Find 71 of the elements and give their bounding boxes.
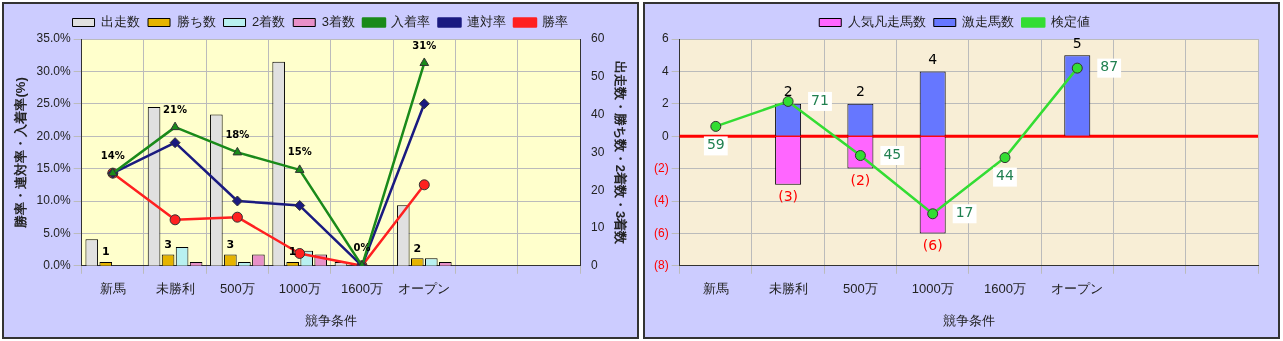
x-tick-label: 1000万 [278,281,321,297]
x-axis-title: 競争条件 [304,312,357,328]
x-axis-title: 競争条件 [942,312,995,328]
x-tick-label: オープン [398,281,451,297]
data-label: 5 [1072,34,1082,51]
y-tick-label: 15.0% [36,160,71,175]
data-label: 59 [706,136,725,153]
data-label: 4 [928,51,938,68]
data-label: 71 [811,91,829,108]
y2-tick-label: 60 [591,31,605,46]
legend-label: 勝ち数 [176,14,216,30]
legend-label: 人気凡走馬数 [847,14,926,30]
data-label: 44 [996,167,1014,184]
data-label: 45 [883,145,902,162]
y-tick-label: (6) [653,225,669,240]
data-label: 17 [955,203,974,220]
y2-axis-title: 出走数・勝ち数・2着数・3着数 [612,60,628,246]
y2-tick-label: 30 [591,144,605,159]
data-label: (3) [778,188,799,205]
y-tick-label: 6 [661,31,669,46]
x-tick-label: 新馬 [702,281,729,297]
data-label: 1 [101,245,110,259]
x-tick-label: 未勝利 [155,281,195,297]
y2-tick-label: 50 [591,69,605,84]
y2-tick-label: 20 [591,182,605,197]
data-label: 14% [100,149,125,161]
data-label: 2 [855,83,865,100]
data-label: 2 [783,83,793,100]
y2-tick-label: 40 [591,106,605,121]
y2-tick-label: 10 [591,220,605,235]
y-tick-label: 30.0% [36,63,71,78]
legend-label: 2着数 [252,14,286,30]
legend-label: 連対率 [466,14,506,30]
data-label: (2) [850,172,871,189]
data-label: 3 [164,237,172,251]
x-tick-label: 500万 [220,281,255,297]
x-tick-label: 新馬 [99,281,126,297]
y-tick-label: 0 [661,128,669,143]
x-tick-label: 1600万 [984,281,1026,297]
y-tick-label: 0.0% [43,258,71,273]
data-label: 15% [287,146,312,158]
x-tick-label: オープン [1051,281,1104,297]
legend-label: 激走馬数 [962,14,1015,30]
y-tick-label: 10.0% [36,193,71,208]
legend-label: 3着数 [321,14,355,30]
y-tick-label: 20.0% [36,128,71,143]
y-tick-label: (8) [653,258,669,273]
data-label: 3 [226,237,235,251]
data-label: 18% [225,128,250,140]
data-label: 2 [413,241,422,255]
y-tick-label: 35.0% [36,31,71,46]
y-tick-label: (4) [653,193,669,208]
legend-label: 出走数 [101,14,141,30]
legend-label: 勝率 [542,14,569,30]
y-tick-label: 5.0% [43,225,71,240]
x-tick-label: 1600万 [341,281,383,297]
legend-label: 検定値 [1050,14,1090,30]
y-tick-label: 2 [661,96,669,111]
x-tick-label: 1000万 [911,281,954,297]
y2-tick-label: 0 [591,258,599,273]
y-tick-label: 25.0% [36,96,71,111]
data-label: 31% [412,39,437,51]
x-tick-label: 500万 [843,281,878,297]
y-tick-label: (2) [653,160,669,175]
y-axis-title: 勝率・連対率・入着率(%) [13,77,29,229]
data-label: 21% [163,103,188,115]
data-label: (6) [922,237,943,254]
y-tick-label: 4 [661,63,669,78]
data-label: 87 [1100,58,1119,75]
legend-label: 入着率 [391,14,431,30]
x-tick-label: 未勝利 [768,281,808,297]
